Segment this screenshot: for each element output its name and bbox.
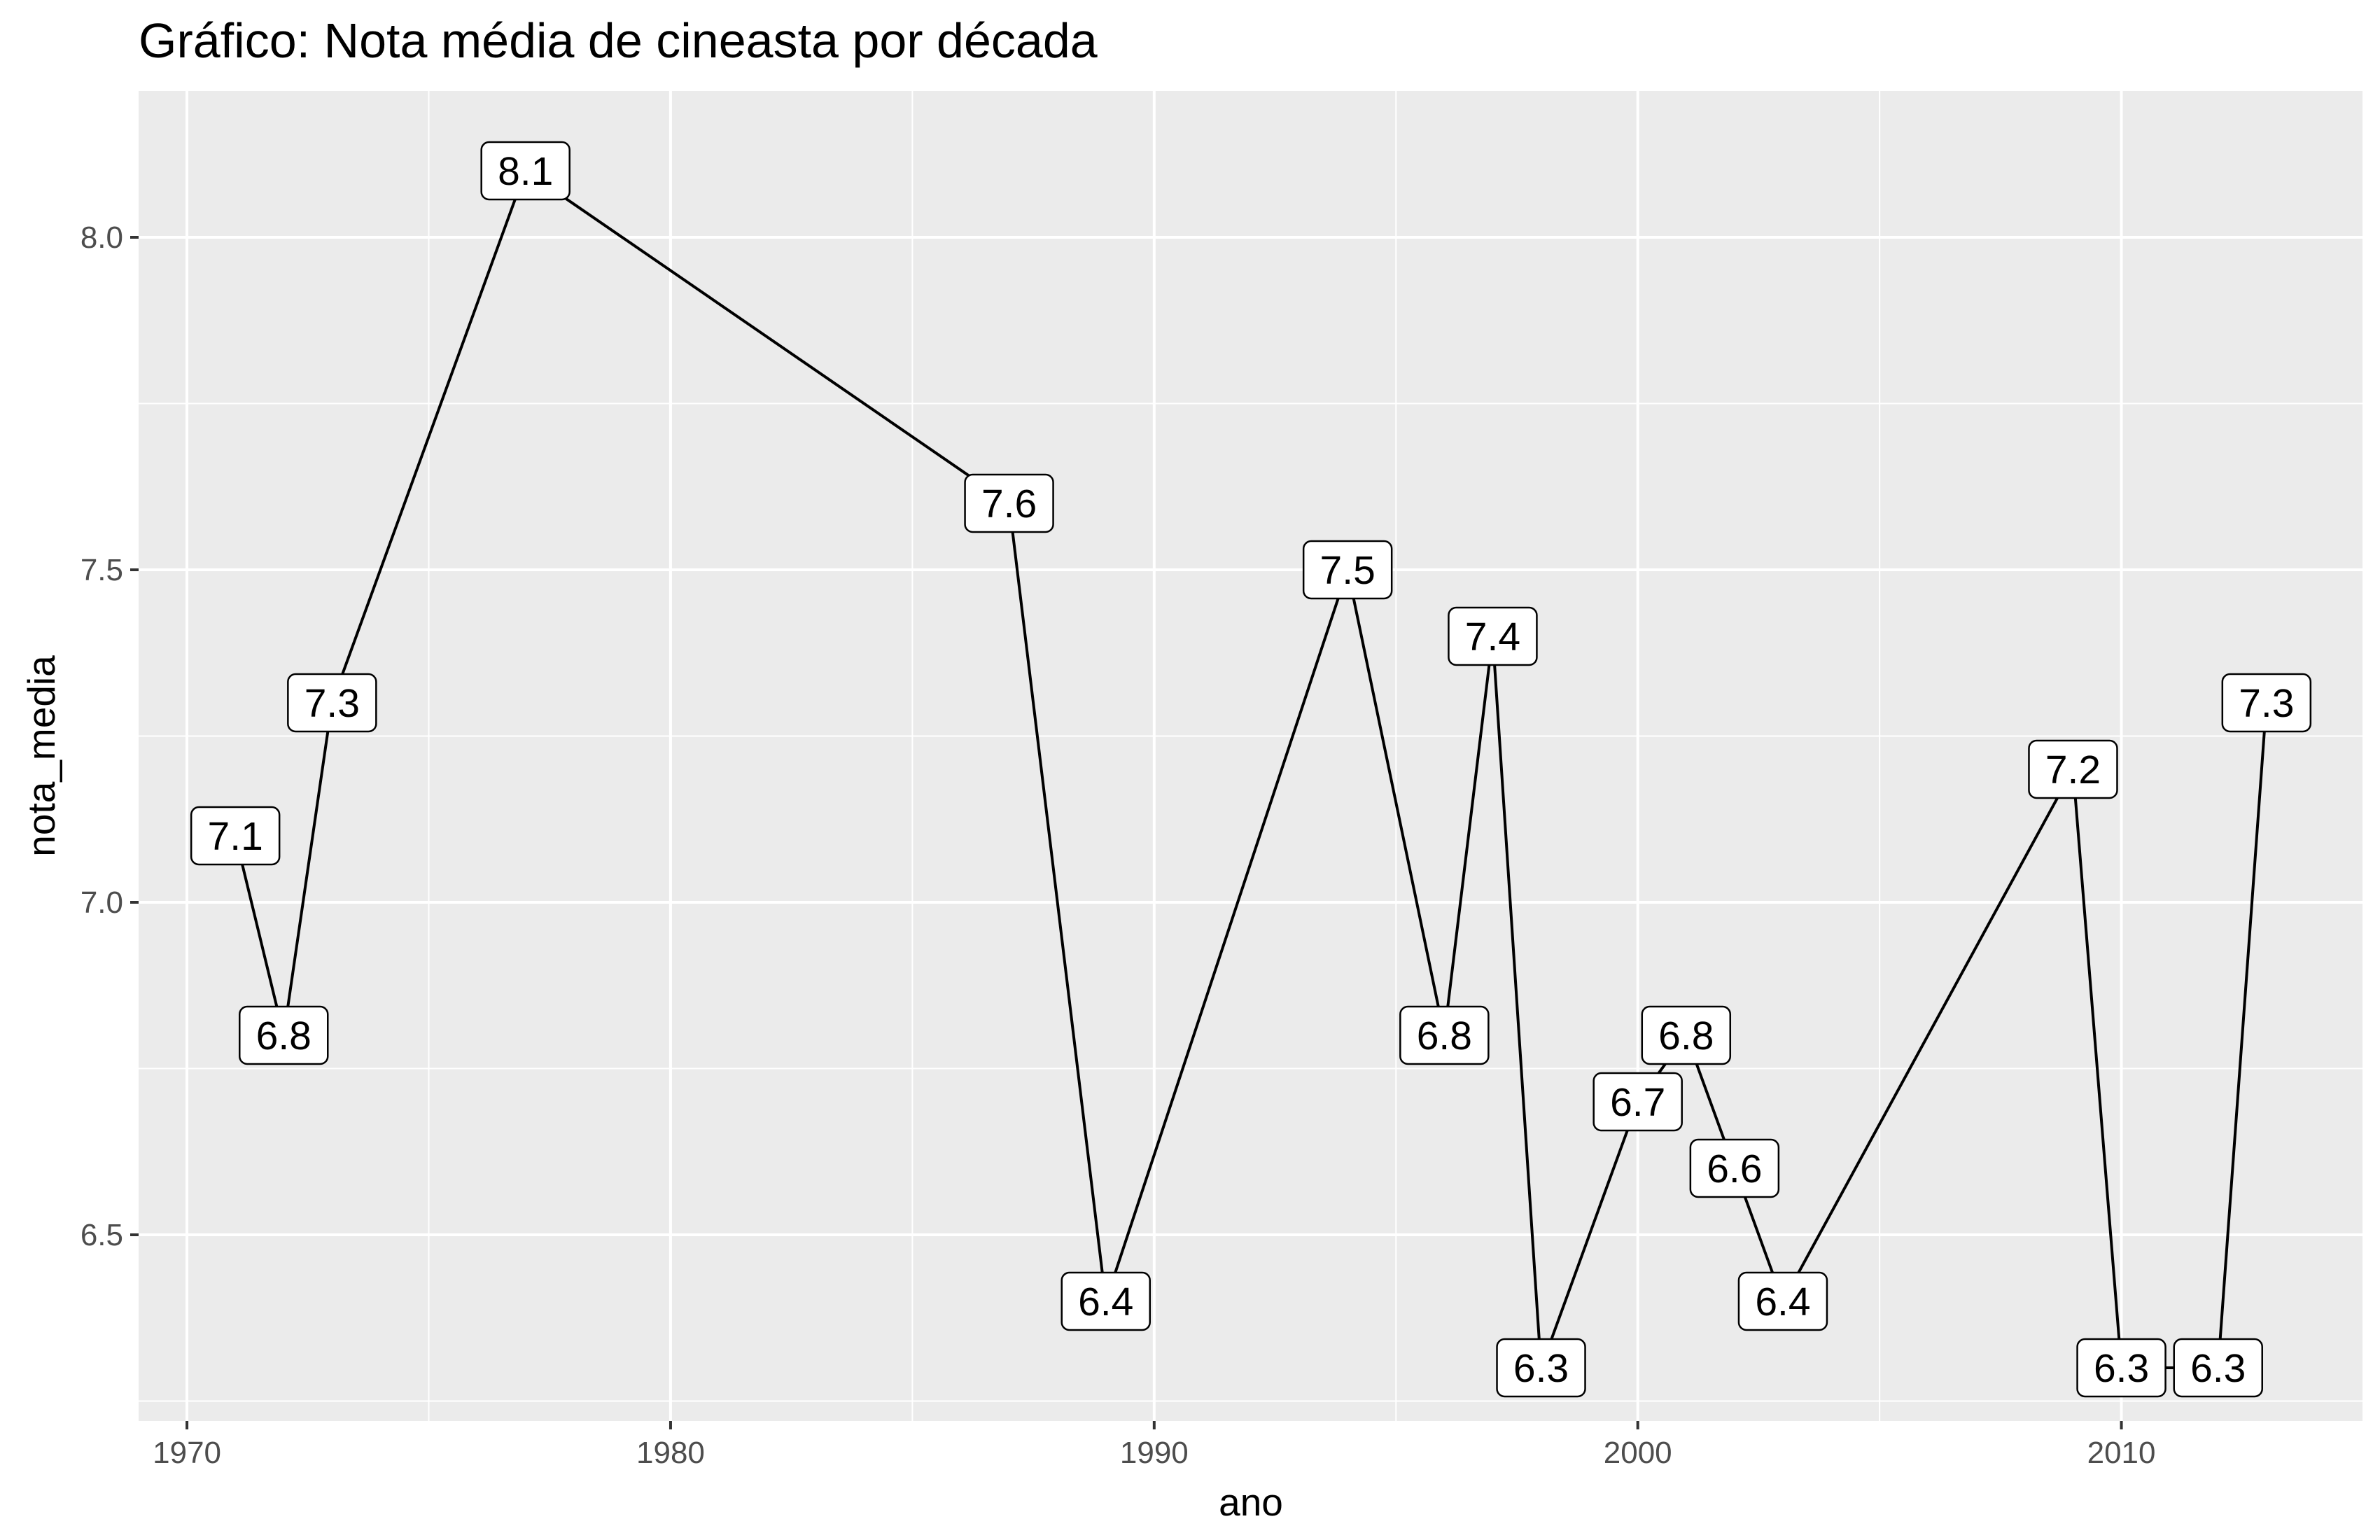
- data-label-box: [1448, 606, 1538, 666]
- data-label: 6.3: [2076, 1338, 2166, 1398]
- y-tick-label: 7.0: [80, 886, 123, 920]
- data-label-box: [480, 141, 570, 201]
- data-label-box: [1399, 1005, 1490, 1065]
- data-label: 6.8: [1399, 1005, 1490, 1065]
- x-axis-title: ano: [1219, 1480, 1283, 1524]
- data-label-box: [1496, 1338, 1586, 1398]
- data-label-text: 6.4: [1755, 1280, 1810, 1324]
- data-label-box: [190, 806, 281, 866]
- data-label-text: 7.1: [208, 814, 263, 859]
- plot-panel: [139, 91, 2363, 1421]
- data-label: 8.1: [480, 141, 570, 201]
- data-label-text: 7.6: [981, 482, 1037, 526]
- data-label: 6.4: [1737, 1271, 1828, 1331]
- chart-title: Gráfico: Nota média de cineasta por déca…: [139, 13, 1098, 68]
- data-label-text: 6.7: [1610, 1080, 1665, 1125]
- data-label-text: 7.5: [1320, 548, 1376, 593]
- x-tick-label: 1970: [153, 1436, 221, 1470]
- data-label: 7.2: [2028, 739, 2118, 799]
- data-label-text: 6.3: [2190, 1346, 2246, 1391]
- y-tick-label: 7.5: [80, 553, 123, 587]
- data-label-text: 6.8: [1417, 1014, 1472, 1058]
- data-label-text: 7.3: [2239, 681, 2294, 726]
- minor-gridlines: [139, 91, 2364, 1421]
- data-label: 7.3: [287, 673, 377, 733]
- data-label-box: [1302, 540, 1393, 600]
- data-label-box: [964, 473, 1054, 533]
- data-label: 6.3: [1496, 1338, 1586, 1398]
- data-label-box: [2221, 673, 2312, 733]
- x-tick-label: 1980: [636, 1436, 705, 1470]
- data-label-box: [1060, 1271, 1151, 1331]
- data-label-box: [1641, 1005, 1732, 1065]
- x-tick-label: 2010: [2087, 1436, 2156, 1470]
- data-label: 7.3: [2221, 673, 2312, 733]
- data-label: 6.8: [1641, 1005, 1732, 1065]
- major-gridlines: [139, 91, 2363, 1421]
- y-tick-label: 8.0: [80, 220, 123, 255]
- data-label: 7.5: [1302, 540, 1393, 600]
- data-label-box: [287, 673, 377, 733]
- data-label: 6.3: [2173, 1338, 2263, 1398]
- data-label-box: [239, 1005, 329, 1065]
- data-label: 7.6: [964, 473, 1054, 533]
- data-label-box: [1689, 1138, 1780, 1198]
- data-label-text: 6.8: [1658, 1014, 1714, 1058]
- y-axis-ticks: 6.5 7.0 7.5 8.0: [80, 220, 139, 1252]
- data-label-text: 7.4: [1465, 615, 1520, 659]
- data-label-text: 8.1: [498, 149, 553, 194]
- data-label: 6.8: [239, 1005, 329, 1065]
- data-label-box: [1737, 1271, 1828, 1331]
- data-label-box: [2028, 739, 2118, 799]
- data-label-text: 6.4: [1078, 1280, 1133, 1324]
- data-label-text: 7.2: [2045, 748, 2101, 792]
- data-label-text: 7.3: [304, 681, 360, 726]
- series-line: [234, 168, 2268, 1369]
- x-tick-label: 1990: [1120, 1436, 1189, 1470]
- data-label: 7.1: [190, 806, 281, 866]
- data-label-text: 6.3: [1513, 1346, 1569, 1391]
- data-label-box: [2173, 1338, 2263, 1398]
- data-label-box: [1592, 1072, 1683, 1132]
- data-label-text: 6.3: [2094, 1346, 2149, 1391]
- y-axis-title: nota_media: [20, 655, 63, 857]
- x-axis-ticks: 1970 1980 1990 2000 2010: [153, 1421, 2156, 1470]
- y-tick-label: 6.5: [80, 1218, 123, 1252]
- x-tick-label: 2000: [1604, 1436, 1672, 1470]
- data-label-box: [2076, 1338, 2166, 1398]
- data-label-text: 6.8: [256, 1014, 312, 1058]
- data-label: 6.7: [1592, 1072, 1683, 1132]
- data-label: 7.4: [1448, 606, 1538, 666]
- data-label: 6.6: [1689, 1138, 1780, 1198]
- data-label: 6.4: [1060, 1271, 1151, 1331]
- data-label-text: 6.6: [1707, 1147, 1762, 1191]
- data-labels: 7.1 6.8 7.3 8.1 7.6 6.4 7.5 6.8 7.4 6.3 6.7 6.8 6.6 6…: [190, 141, 2312, 1398]
